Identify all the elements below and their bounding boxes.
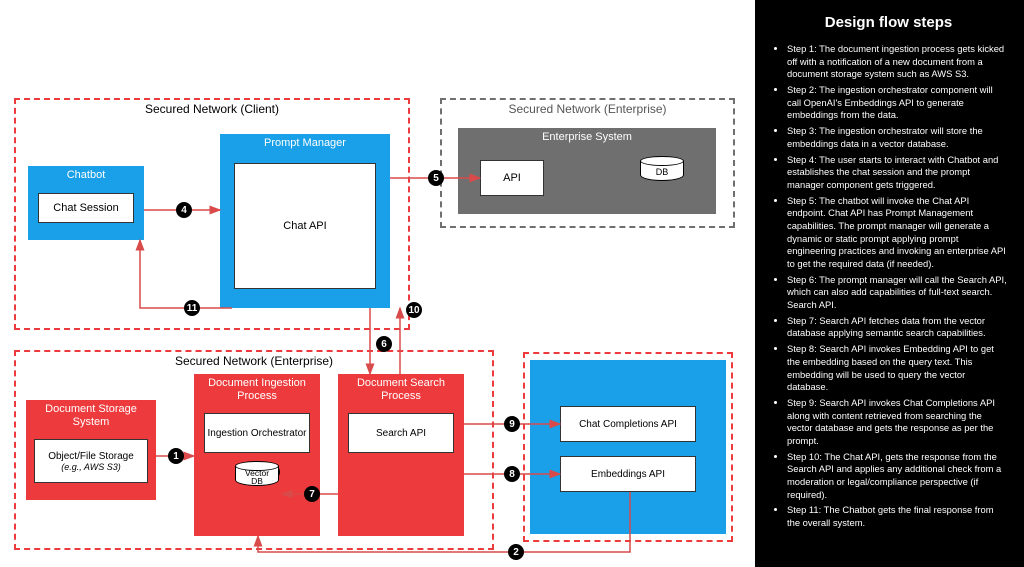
enterprise-api-inner: API	[480, 160, 544, 196]
step-badge-8: 8	[504, 466, 520, 482]
diagram-canvas: Secured Network (Client) Secured Network…	[0, 0, 755, 567]
region-client-label: Secured Network (Client)	[16, 98, 408, 116]
step-badge-5: 5	[428, 170, 444, 186]
sidebar-title: Design flow steps	[769, 14, 1008, 31]
search-api-inner: Search API	[348, 413, 454, 453]
step-item: Step 8: Search API invokes Embedding API…	[787, 343, 1008, 394]
region-ent-top-label: Secured Network (Enterprise)	[442, 98, 733, 116]
step-badge-2: 2	[508, 544, 524, 560]
chat-session-inner: Chat Session	[38, 193, 134, 223]
step-item: Step 9: Search API invokes Chat Completi…	[787, 397, 1008, 448]
search-title: Document Search Process	[338, 374, 464, 409]
step-badge-11: 11	[184, 300, 200, 316]
enterprise-system-title: Enterprise System	[458, 128, 716, 149]
prompt-manager-box: Prompt Manager Chat API	[220, 134, 390, 308]
doc-storage-inner-line1: Object/File Storage	[48, 451, 134, 462]
ingestion-orchestrator-inner: Ingestion Orchestrator	[204, 413, 310, 453]
chatbot-box: Chatbot Chat Session	[28, 166, 144, 240]
steps-list: Step 1: The document ingestion process g…	[769, 43, 1008, 530]
step-item: Step 2: The ingestion orchestrator compo…	[787, 84, 1008, 122]
step-item: Step 10: The Chat API, gets the response…	[787, 451, 1008, 502]
search-box: Document Search Process Search API	[338, 374, 464, 536]
step-item: Step 7: Search API fetches data from the…	[787, 315, 1008, 340]
apis-container	[530, 360, 726, 534]
step-item: Step 5: The chatbot will invoke the Chat…	[787, 195, 1008, 271]
ingestion-box: Document Ingestion Process Ingestion Orc…	[194, 374, 320, 536]
vector-db-icon: Vector DB	[194, 461, 320, 486]
doc-storage-inner: Object/File Storage (e.g., AWS S3)	[34, 439, 148, 483]
chatbot-title: Chatbot	[28, 166, 144, 187]
chat-api-inner: Chat API	[234, 163, 376, 289]
doc-storage-inner-line2: (e.g., AWS S3)	[61, 462, 121, 472]
region-ent-bottom-label: Secured Network (Enterprise)	[16, 350, 492, 368]
prompt-manager-title: Prompt Manager	[220, 134, 390, 155]
steps-sidebar: Design flow steps Step 1: The document i…	[755, 0, 1024, 567]
step-badge-7: 7	[304, 486, 320, 502]
enterprise-db-icon: DB	[640, 156, 684, 181]
doc-storage-box: Document Storage System Object/File Stor…	[26, 400, 156, 500]
step-item: Step 11: The Chatbot gets the final resp…	[787, 504, 1008, 529]
step-item: Step 4: The user starts to interact with…	[787, 154, 1008, 192]
step-item: Step 1: The document ingestion process g…	[787, 43, 1008, 81]
step-item: Step 6: The prompt manager will call the…	[787, 274, 1008, 312]
chat-completions-api: Chat Completions API	[560, 406, 696, 442]
step-badge-9: 9	[504, 416, 520, 432]
doc-storage-title: Document Storage System	[26, 400, 156, 435]
embeddings-api: Embeddings API	[560, 456, 696, 492]
step-badge-4: 4	[176, 202, 192, 218]
step-badge-1: 1	[168, 448, 184, 464]
step-item: Step 3: The ingestion orchestrator will …	[787, 125, 1008, 150]
step-badge-6: 6	[376, 336, 392, 352]
ingestion-title: Document Ingestion Process	[194, 374, 320, 409]
step-badge-10: 10	[406, 302, 422, 318]
